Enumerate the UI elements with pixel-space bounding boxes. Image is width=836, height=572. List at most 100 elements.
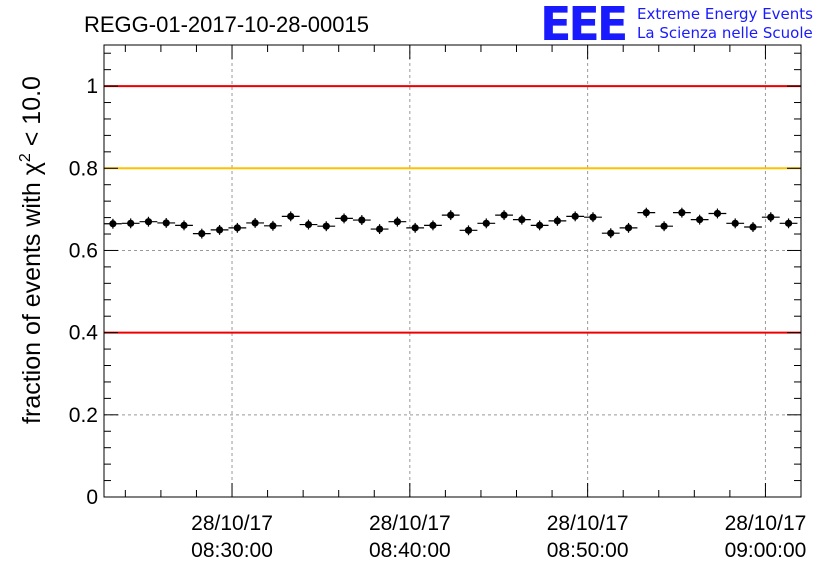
data-point-5 (192, 228, 211, 239)
plot-frame (103, 44, 802, 498)
data-point-30 (637, 207, 656, 218)
data-point-33 (690, 214, 709, 225)
data-point-22 (495, 210, 513, 221)
marker (447, 211, 455, 219)
marker (215, 226, 224, 234)
marker (553, 217, 562, 225)
data-point-36 (744, 222, 762, 232)
x-tick-label-date-3: 28/10/17 (725, 512, 807, 535)
data-point-10 (281, 211, 300, 222)
data-point-4 (175, 220, 193, 231)
marker (713, 209, 722, 218)
marker (624, 224, 633, 232)
marker (482, 219, 490, 227)
marker (518, 216, 526, 224)
data-point-9 (264, 220, 282, 231)
x-tick-label-date-1: 28/10/17 (369, 512, 451, 535)
data-points (104, 207, 798, 239)
marker (358, 216, 366, 224)
marker (162, 219, 170, 227)
y-axis-title-superscript: 2 (17, 153, 34, 162)
data-point-31 (655, 221, 673, 232)
marker (784, 219, 793, 227)
marker (589, 213, 597, 221)
marker (500, 211, 508, 219)
data-point-35 (726, 218, 745, 229)
y-tick-label-1: 0.2 (69, 404, 98, 427)
marker (393, 218, 401, 226)
data-point-17 (406, 222, 425, 233)
data-point-1 (121, 218, 140, 229)
marker (109, 220, 117, 228)
data-point-2 (139, 216, 158, 227)
data-point-38 (779, 218, 798, 229)
logo-letters: EEE (540, 0, 626, 51)
marker (678, 209, 686, 217)
data-point-14 (352, 215, 371, 225)
x-tick-label-time-1: 08:40:00 (369, 539, 451, 562)
axis-ticks (104, 45, 802, 498)
marker (251, 219, 259, 227)
grid-lines (104, 45, 801, 497)
data-point-12 (317, 221, 336, 232)
data-point-27 (584, 212, 602, 223)
y-tick-label-5: 1 (86, 75, 98, 98)
x-tick-label-time-3: 09:00:00 (725, 539, 807, 562)
data-point-21 (477, 218, 496, 229)
y-tick-label-2: 0.4 (69, 322, 99, 345)
y-axis-title-suffix: < 10.0 (18, 76, 46, 153)
y-tick-label-0: 0 (86, 486, 98, 509)
data-point-32 (672, 207, 691, 218)
y-tick-label-4: 0.8 (69, 157, 98, 180)
x-tick-label-date-0: 28/10/17 (191, 512, 273, 535)
data-point-23 (512, 214, 531, 225)
marker (571, 212, 579, 220)
data-point-29 (619, 222, 638, 233)
data-point-26 (566, 211, 585, 222)
marker (464, 226, 473, 234)
reference-lines (104, 85, 801, 334)
logo-line-2: La Scienza nelle Scuole (637, 24, 813, 42)
y-tick-label-3: 0.6 (69, 239, 98, 262)
data-point-25 (548, 215, 567, 226)
marker (340, 214, 348, 223)
data-point-16 (388, 216, 407, 227)
marker (731, 219, 739, 227)
marker (767, 213, 775, 221)
marker (233, 224, 241, 232)
data-point-6 (210, 224, 229, 235)
logo-line-1: Extreme Energy Events (637, 5, 813, 23)
data-point-13 (335, 213, 353, 224)
y-axis-title: fraction of events with χ2 < 10.0 (17, 76, 46, 424)
marker (269, 222, 277, 230)
eee-logo: EEE Extreme Energy Events La Scienza nel… (540, 0, 813, 51)
x-tick-label-date-2: 28/10/17 (547, 512, 629, 535)
data-point-37 (761, 212, 780, 223)
data-point-20 (459, 225, 478, 236)
y-axis-title-prefix: fraction of events with χ (18, 162, 46, 424)
data-point-8 (246, 217, 265, 228)
marker (304, 220, 313, 229)
marker (696, 216, 704, 224)
marker (660, 222, 668, 230)
marker (749, 223, 757, 231)
y-tick-labels: 0 0.2 0.4 0.6 0.8 1 (69, 75, 99, 509)
data-point-24 (530, 220, 549, 231)
data-point-0 (104, 218, 122, 229)
marker (287, 212, 295, 220)
marker (429, 221, 437, 229)
marker (642, 209, 650, 217)
data-point-11 (299, 219, 318, 230)
marker (607, 229, 615, 237)
marker (536, 221, 544, 229)
x-tick-label-time-0: 08:30:00 (191, 539, 273, 562)
x-tick-labels: 28/10/17 08:30:00 28/10/17 08:40:00 28/10/17… (191, 512, 806, 562)
data-point-3 (157, 217, 176, 228)
data-point-28 (601, 228, 620, 239)
data-point-19 (441, 210, 460, 221)
x-tick-label-time-2: 08:50:00 (547, 539, 629, 562)
data-point-34 (708, 208, 727, 219)
data-point-7 (228, 222, 247, 233)
marker (144, 218, 153, 226)
